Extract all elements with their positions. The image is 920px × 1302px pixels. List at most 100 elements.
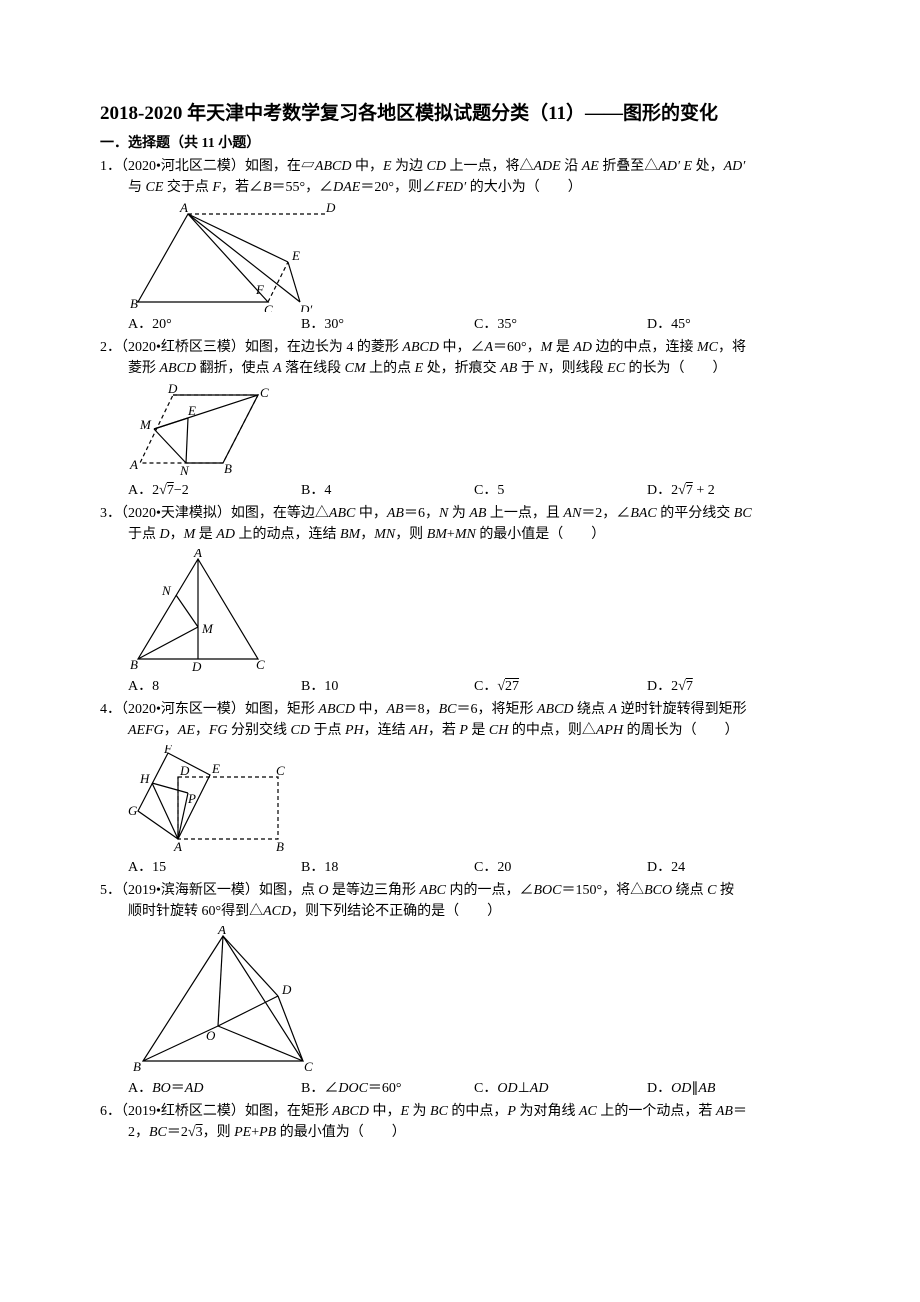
q2-l2h: 的长为（ ） xyxy=(625,361,727,376)
q3d-pre: D．2 xyxy=(647,679,678,694)
q3c-sqrt: √ xyxy=(497,679,505,694)
q4-choice-d: D．24 xyxy=(647,857,820,878)
q1-DAE: DAE xyxy=(333,180,360,195)
svg-text:O: O xyxy=(206,1028,216,1043)
q3-AN: AN xyxy=(563,506,581,521)
svg-text:C: C xyxy=(304,1059,313,1074)
q6-ABCD: ABCD xyxy=(332,1104,369,1119)
q4-t2: 中， xyxy=(355,702,387,717)
question-2: 2．（2020•红桥区三模）如图，在边长为 4 的菱形 ABCD 中，∠A＝60… xyxy=(100,337,820,379)
q6-t7: ＝ xyxy=(733,1104,747,1119)
q4-t5: 绕点 xyxy=(574,702,609,717)
q5a-pre: A． xyxy=(128,1081,152,1096)
q1-l2a: 与 xyxy=(128,180,146,195)
svg-text:B: B xyxy=(133,1059,141,1074)
question-5: 5．（2019•滨海新区一模）如图，点 O 是等边三角形 ABC 内的一点，∠B… xyxy=(100,880,820,922)
q4-FG: FG xyxy=(209,723,228,738)
svg-text:B: B xyxy=(276,839,284,854)
question-6: 6．（2019•红桥区二模）如图，在矩形 ABCD 中，E 为 BC 的中点，P… xyxy=(100,1101,820,1143)
question-1: 1．（2020•河北区二模）如图，在▱ABCD 中，E 为边 CD 上一点，将△… xyxy=(100,156,820,198)
svg-text:C: C xyxy=(256,657,265,672)
q4-num: 4． xyxy=(100,702,121,717)
q4-t4: ＝6，将矩形 xyxy=(456,702,537,717)
svg-text:D: D xyxy=(281,982,292,997)
q2-AB: AB xyxy=(500,361,517,376)
q6-t2: 中， xyxy=(369,1104,401,1119)
q6-t5: 为对角线 xyxy=(516,1104,579,1119)
svg-text:A: A xyxy=(179,202,188,215)
svg-text:D: D xyxy=(179,763,190,778)
q5-source: （2019•滨海新区一模） xyxy=(121,883,259,898)
q5-l2b: ，则下列结论不正确的是（ ） xyxy=(291,904,501,919)
q4-P: P xyxy=(459,723,468,738)
q4-l2e: 于点 xyxy=(310,723,345,738)
q4-APH: APH xyxy=(596,723,623,738)
q2-num: 2． xyxy=(100,340,121,355)
q3-l2c: 是 xyxy=(195,527,216,542)
section-heading: 一．选择题（共 11 小题） xyxy=(100,133,820,154)
question-3: 3．（2020•天津模拟）如图，在等边△ABC 中，AB＝6，N 为 AB 上一… xyxy=(100,503,820,545)
q4-l2c: ， xyxy=(195,723,209,738)
svg-text:A: A xyxy=(173,839,182,854)
q1-AE: AE xyxy=(582,159,599,174)
q5-t6: 按 xyxy=(716,883,734,898)
q6-AB: AB xyxy=(716,1104,733,1119)
q2-CM: CM xyxy=(345,361,366,376)
q5-choices: A．BO＝AD B．∠DOC＝60° C．OD⊥AD D．OD∥AB xyxy=(128,1078,820,1099)
q3-BC: BC xyxy=(734,506,752,521)
q1-CD: CD xyxy=(427,159,446,174)
q2d-sqrt: √ xyxy=(678,483,686,498)
q2-AD: AD xyxy=(573,340,592,355)
q3-BAC: BAC xyxy=(630,506,656,521)
q1-ADpE: AD′ E xyxy=(658,159,692,174)
q2d-post: + 2 xyxy=(693,483,715,498)
q2-source: （2020•红桥区三模） xyxy=(121,340,245,355)
svg-text:C: C xyxy=(260,385,269,400)
q3-M: M xyxy=(184,527,196,542)
q3d-rad: 7 xyxy=(686,679,693,694)
q5-BCO: BCO xyxy=(644,883,672,898)
q6-source: （2019•红桥区二模） xyxy=(121,1104,245,1119)
q5-figure: A B C O D xyxy=(128,926,820,1076)
q2-t1: 如图，在边长为 4 的菱形 xyxy=(245,340,403,355)
q5-O: O xyxy=(318,883,328,898)
q2-t3: ＝60°， xyxy=(493,340,541,355)
q1-l2f: 的大小为（ ） xyxy=(466,180,582,195)
q6-rad: 3 xyxy=(196,1125,203,1140)
q6-t4: 的中点， xyxy=(448,1104,508,1119)
q4-choice-a: A．15 xyxy=(128,857,301,878)
q4-l2f: ，连结 xyxy=(364,723,410,738)
q4-l2d: 分别交线 xyxy=(228,723,291,738)
q4-CH: CH xyxy=(489,723,508,738)
q2a-pre: A．2 xyxy=(128,483,159,498)
q2d-pre: D．2 xyxy=(647,483,678,498)
q1-l2b: 交于点 xyxy=(163,180,212,195)
q4-AE: AE xyxy=(178,723,195,738)
q6-num: 6． xyxy=(100,1104,121,1119)
q3-l2g: + xyxy=(447,527,455,542)
question-4: 4．（2020•河东区一模）如图，矩形 ABCD 中，AB＝8，BC＝6，将矩形… xyxy=(100,699,820,741)
q3-MN2: MN xyxy=(455,527,476,542)
q3-choices: A．8 B．10 C．√27 D．2√7 xyxy=(128,676,820,697)
q5-choice-a: A．BO＝AD xyxy=(128,1078,301,1099)
q6-BC: BC xyxy=(430,1104,448,1119)
q6-sqrt: √ xyxy=(188,1125,196,1140)
page-title: 2018-2020 年天津中考数学复习各地区模拟试题分类（11）——图形的变化 xyxy=(100,100,820,129)
q2-choice-d: D．2√7 + 2 xyxy=(647,480,820,501)
q2a-rad: 7 xyxy=(167,483,174,498)
q4-AH: AH xyxy=(409,723,428,738)
q4-l2i: 的中点，则△ xyxy=(508,723,596,738)
q3-D: D xyxy=(160,527,170,542)
q1-t5: 沿 xyxy=(561,159,582,174)
q4-ABCD: ABCD xyxy=(318,702,355,717)
q5-ACD: ACD xyxy=(263,904,291,919)
q1-t4: 上一点，将△ xyxy=(446,159,534,174)
q1-ADE: ADE xyxy=(533,159,560,174)
q1-E: E xyxy=(383,159,392,174)
q1-figure: A B C D E F D′ xyxy=(128,202,820,312)
q3-figure: A B C D N M xyxy=(128,549,820,674)
q1-choice-b: B．30° xyxy=(301,314,474,335)
q3-choice-c: C．√27 xyxy=(474,676,647,697)
q5-choice-b: B．∠DOC＝60° xyxy=(301,1078,474,1099)
q2-figure: D C A B M E N xyxy=(128,383,820,478)
